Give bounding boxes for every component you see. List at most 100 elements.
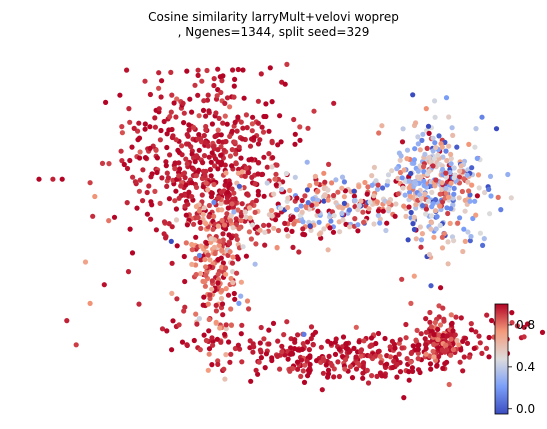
scatter-point xyxy=(295,347,301,353)
scatter-point xyxy=(408,350,414,356)
scatter-point xyxy=(414,327,420,333)
scatter-point xyxy=(234,254,240,260)
scatter-point xyxy=(242,209,248,215)
scatter-point xyxy=(285,356,291,362)
scatter-point xyxy=(425,123,432,129)
scatter-point xyxy=(369,173,375,179)
scatter-point xyxy=(355,360,361,366)
scatter-point xyxy=(473,126,479,132)
scatter-point xyxy=(375,330,382,337)
scatter-point xyxy=(341,194,347,200)
scatter-point xyxy=(234,236,240,242)
scatter-point xyxy=(304,159,310,165)
scatter-point xyxy=(356,184,362,190)
scatter-point xyxy=(426,130,432,136)
scatter-point xyxy=(325,367,332,373)
scatter-point xyxy=(255,120,261,126)
scatter-point xyxy=(274,353,281,359)
scatter-point xyxy=(377,353,383,359)
scatter-point xyxy=(221,222,228,228)
scatter-point xyxy=(300,368,306,374)
scatter-point xyxy=(239,201,245,207)
scatter-point xyxy=(209,121,215,127)
scatter-point xyxy=(450,195,456,201)
scatter-point xyxy=(255,98,261,104)
scatter-point xyxy=(219,301,226,307)
scatter-point xyxy=(248,378,254,384)
scatter-point xyxy=(413,202,419,208)
scatter-point xyxy=(291,221,297,227)
scatter-point xyxy=(283,227,290,233)
scatter-point xyxy=(462,238,468,244)
scatter-point xyxy=(140,198,146,204)
scatter-point xyxy=(232,345,238,352)
scatter-point xyxy=(509,320,515,326)
scatter-point xyxy=(402,178,408,184)
scatter-point xyxy=(228,218,234,224)
scatter-point xyxy=(292,337,298,343)
scatter-point xyxy=(176,160,182,166)
scatter-point xyxy=(271,225,277,231)
scatter-point xyxy=(230,225,236,231)
scatter-point xyxy=(422,336,428,342)
scatter-point xyxy=(173,137,179,143)
scatter-point xyxy=(318,344,324,350)
scatter-point xyxy=(469,165,475,171)
scatter-point xyxy=(376,130,382,136)
scatter-point xyxy=(235,114,241,120)
scatter-point xyxy=(223,170,229,176)
scatter-point xyxy=(464,340,471,346)
scatter-point xyxy=(455,220,461,226)
scatter-point xyxy=(169,126,175,133)
scatter-point xyxy=(413,236,419,242)
scatter-point xyxy=(360,209,366,215)
scatter-point xyxy=(404,147,411,153)
scatter-point xyxy=(189,241,195,248)
scatter-point xyxy=(142,155,149,161)
scatter-point xyxy=(299,197,305,204)
scatter-point xyxy=(454,144,460,150)
scatter-point xyxy=(456,195,462,201)
scatter-point xyxy=(365,184,371,190)
scatter-point xyxy=(193,203,199,210)
scatter-point xyxy=(479,350,485,356)
scatter-point xyxy=(362,179,368,186)
scatter-point xyxy=(395,191,401,197)
scatter-point xyxy=(183,182,189,188)
scatter-point xyxy=(451,165,457,171)
scatter-point xyxy=(222,331,228,337)
scatter-point xyxy=(269,99,275,105)
scatter-point xyxy=(170,318,176,324)
scatter-point xyxy=(196,113,202,119)
scatter-point xyxy=(228,351,234,357)
scatter-point xyxy=(184,161,190,167)
scatter-point xyxy=(228,322,234,328)
scatter-point xyxy=(325,247,331,253)
scatter-point xyxy=(263,351,269,357)
scatter-point xyxy=(448,312,454,318)
scatter-point xyxy=(339,174,346,180)
scatter-point xyxy=(445,239,451,245)
scatter-point xyxy=(355,228,361,234)
scatter-point xyxy=(186,122,192,128)
scatter-point xyxy=(202,139,209,146)
scatter-point xyxy=(219,247,225,253)
scatter-point xyxy=(229,128,235,134)
scatter-point xyxy=(483,345,490,351)
scatter-point xyxy=(197,219,203,225)
scatter-point xyxy=(165,175,171,181)
scatter-point xyxy=(292,141,298,147)
scatter-point xyxy=(430,135,436,141)
scatter-point xyxy=(277,205,284,211)
scatter-point xyxy=(211,181,217,188)
scatter-point xyxy=(376,348,382,354)
scatter-point xyxy=(106,161,112,167)
scatter-point xyxy=(208,173,214,179)
scatter-point xyxy=(195,72,201,78)
scatter-point xyxy=(121,161,127,168)
scatter-point xyxy=(223,326,229,332)
scatter-point xyxy=(129,250,136,256)
scatter-point xyxy=(206,328,212,334)
scatter-point xyxy=(191,221,197,227)
